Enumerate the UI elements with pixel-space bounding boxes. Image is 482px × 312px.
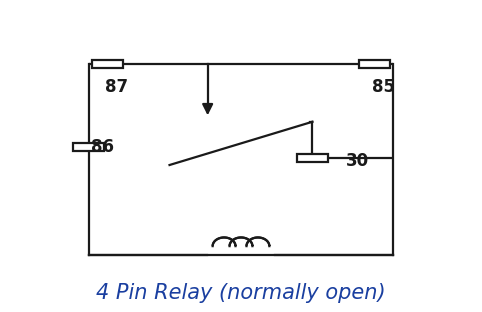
Text: 30: 30 xyxy=(346,152,369,170)
Bar xyxy=(210,246,272,256)
Text: 86: 86 xyxy=(91,138,114,156)
Text: 85: 85 xyxy=(372,78,395,96)
Bar xyxy=(297,154,328,162)
Text: 87: 87 xyxy=(105,78,128,96)
Bar xyxy=(73,143,104,151)
Text: 4 Pin Relay (normally open): 4 Pin Relay (normally open) xyxy=(96,283,386,303)
Bar xyxy=(92,60,123,68)
Bar xyxy=(359,60,390,68)
